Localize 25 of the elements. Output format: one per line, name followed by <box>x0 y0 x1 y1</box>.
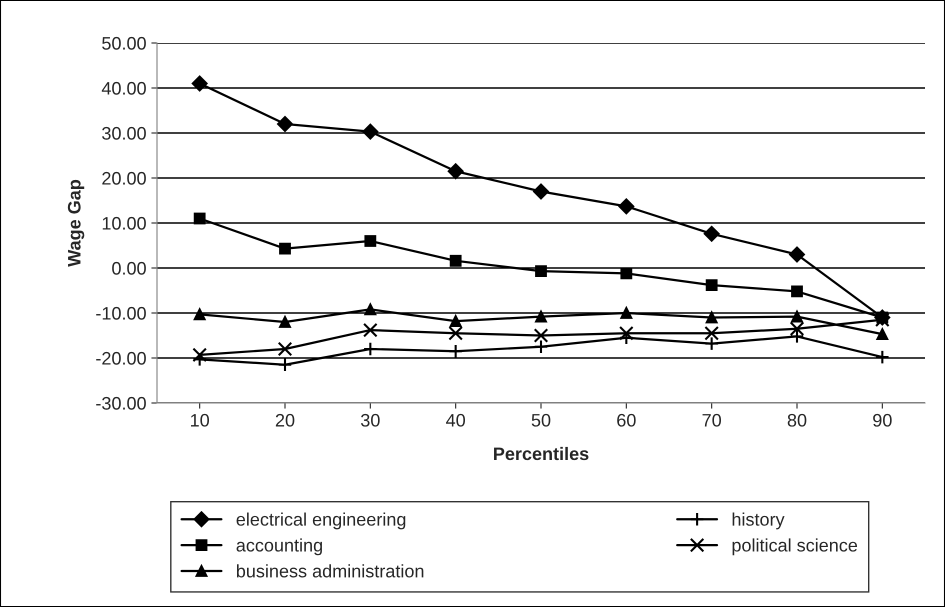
x-axis-title: Percentiles <box>494 446 588 460</box>
y-tick-label: -20.00 <box>96 352 146 365</box>
x-tick-label: 40 <box>446 414 466 427</box>
x-tick-label: 60 <box>617 414 636 427</box>
x-tick-label: 30 <box>360 414 380 427</box>
y-tick-label: 0.00 <box>112 262 146 275</box>
y-tick-label: -10.00 <box>96 306 146 320</box>
y-tick-label: 20.00 <box>102 172 146 185</box>
y-tick-label: -30.00 <box>96 396 146 410</box>
y-tick-label: 50.00 <box>102 36 146 50</box>
legend-label: history <box>732 512 785 530</box>
x-tick-label: 80 <box>788 414 806 427</box>
legend-label: business administration <box>236 564 424 578</box>
legend-label: accounting <box>236 538 322 556</box>
legend-label: electrical engineering <box>236 512 406 530</box>
y-tick-label: 10.00 <box>102 216 146 230</box>
y-tick-label: 40.00 <box>102 82 146 95</box>
y-tick-label: 30.00 <box>102 126 146 140</box>
x-tick-label: 10 <box>191 414 210 427</box>
x-tick-label: 50 <box>532 414 550 427</box>
y-axis-title: Wage Gap <box>68 180 84 267</box>
legend-label: political science <box>732 538 858 556</box>
x-tick-label: 70 <box>702 414 722 427</box>
x-tick-label: 90 <box>873 414 892 427</box>
x-tick-label: 20 <box>276 414 294 427</box>
